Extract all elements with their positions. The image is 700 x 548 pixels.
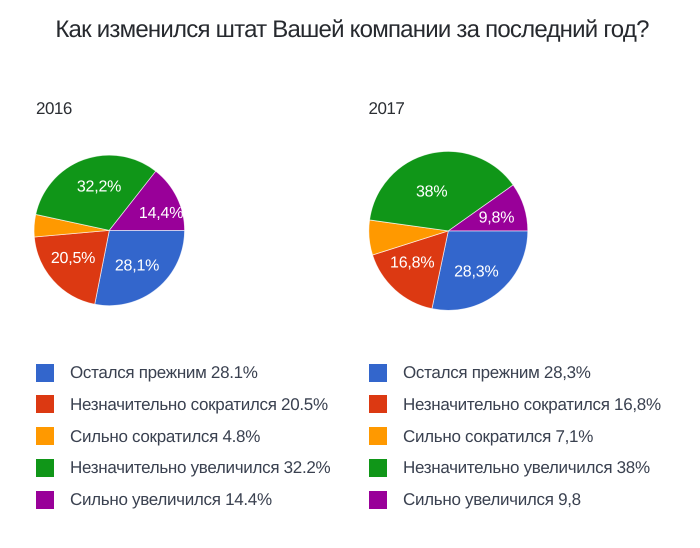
svg-text:14,4%: 14,4% [139, 205, 183, 222]
svg-text:38%: 38% [416, 184, 447, 201]
svg-text:16,8%: 16,8% [390, 254, 434, 271]
svg-text:20,5%: 20,5% [51, 250, 95, 267]
svg-text:28,1%: 28,1% [115, 258, 159, 275]
svg-text:28,3%: 28,3% [454, 263, 498, 280]
svg-text:32,2%: 32,2% [77, 179, 121, 196]
svg-text:9,8%: 9,8% [479, 210, 515, 227]
